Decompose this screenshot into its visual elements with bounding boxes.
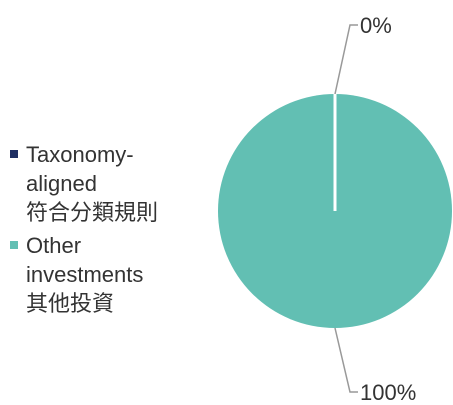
legend-swatch <box>10 150 18 158</box>
legend-label: Other investments 其他投資 <box>26 233 144 316</box>
data-label: 0% <box>360 13 392 38</box>
leader-line <box>334 327 358 393</box>
legend-label: Taxonomy-aligned 符合分類規則 <box>26 142 159 225</box>
legend: Taxonomy-aligned 符合分類規則 Other investments… <box>10 140 170 322</box>
legend-swatch <box>10 241 18 249</box>
data-label: 100% <box>360 380 416 405</box>
legend-entry: Taxonomy-aligned 符合分類規則 <box>10 140 170 227</box>
legend-entry: Other investments 其他投資 <box>10 231 170 318</box>
leader-line <box>334 24 358 95</box>
